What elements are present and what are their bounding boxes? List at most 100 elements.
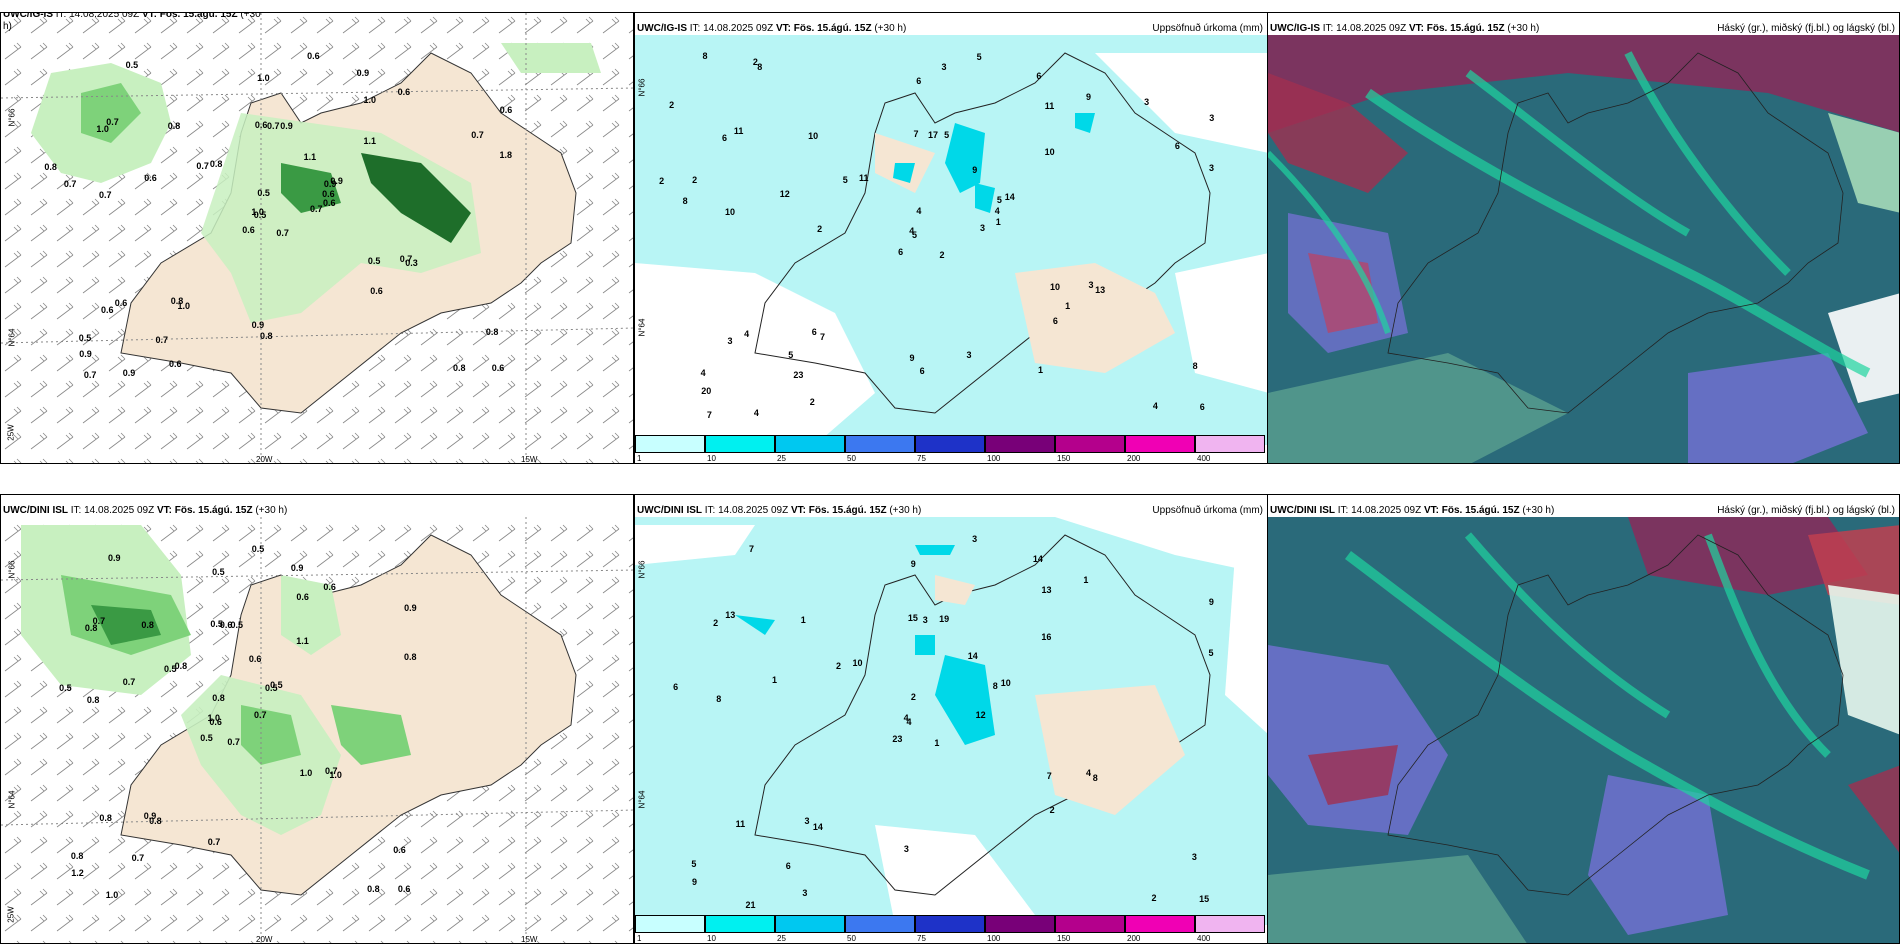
lat-label-64: N°64 [637,790,647,809]
map-value-label: 2 [669,100,675,111]
map-value-label: 0.6 [491,363,505,374]
legend-label: 75 [917,454,926,463]
map-value-label: 1 [1037,364,1043,375]
map-value-label: 11 [858,172,869,183]
map-value-label: 1.0 [329,770,342,781]
map-value-label: 0.7 [196,160,209,171]
legend-swatch [635,435,705,453]
map-value-label: 0.8 [485,326,499,337]
map-value-label: 0.6 [307,50,320,61]
panel-bottom-right: UWC/DINI ISL IT: 14.08.2025 09Z VT: Fös.… [1267,494,1900,944]
map-value-label: 13 [725,610,736,621]
legend-swatch [705,915,775,933]
map-value-label: 13 [1041,585,1052,596]
map-value-label: 9 [691,876,697,887]
map-value-label: 5 [996,195,1002,205]
map-value-label: 0.6 [323,582,336,593]
lon-label-20w: 20W [256,935,273,944]
map-value-label: 19 [939,614,950,625]
wind-precip-map [1,517,633,943]
map-value-label: 0.6 [248,653,262,664]
map-value-label: 14 [812,821,823,832]
legend-label: 10 [707,454,716,463]
map-value-label: 1 [1065,301,1071,312]
map-value-label: 6 [1036,71,1042,82]
map-value-label: 0.6 [209,717,222,728]
map-value-label: 3 [802,888,808,899]
legend-label: 50 [847,934,856,943]
map-value-label: 1 [995,216,1001,227]
map-value-label: 0.7 [266,120,280,131]
map-value-label: 0.7 [399,254,413,265]
map-value-label: 2 [1151,892,1157,903]
map-value-label: 1.1 [303,152,317,163]
map-value-label: 0.7 [83,369,97,380]
map-value-label: 0.7 [155,334,169,345]
map-value-label: 7 [819,332,825,343]
map-value-label: 0.6 [322,197,336,208]
map-value-label: 5 [842,175,848,186]
panel-bottom-left: UWC/DINI ISL IT: 14.08.2025 09Z VT: Fös.… [0,494,634,944]
map-value-label: 10 [725,207,736,218]
map-value-label: 0.7 [471,130,484,141]
panel-header: UWC/DINI ISL IT: 14.08.2025 09Z VT: Fös.… [637,505,921,516]
map-value-label: 6 [721,133,727,144]
map-value-label: 0.7 [98,189,112,200]
map-value-label: 1.0 [363,95,377,106]
panel-header: UWC/DINI ISL IT: 14.08.2025 09Z VT: Fös.… [3,505,287,516]
map-value-label: 0.6 [322,188,335,199]
map-value-label: 0.8 [174,661,188,672]
legend-label: 75 [917,934,926,943]
legend-swatch [1055,435,1125,453]
map-value-label: 4 [753,407,759,418]
map-value-label: 8 [1092,773,1098,784]
lon-label-15w: 15W [521,455,538,464]
map-value-label: 1.0 [299,767,313,778]
map-value-label: 0.8 [212,693,225,704]
valid-time: VT: Fös. 15.ágú. 15Z [790,505,887,516]
map-value-label: 0.6 [296,591,309,602]
lat-label-64: N°64 [7,790,17,809]
map-value-label: 1 [800,614,806,625]
map-value-label: 0.5 [367,256,381,267]
map-value-label: 0.9 [122,368,136,379]
map-value-label: 4 [1085,768,1091,779]
map-value-label: 0.6 [169,358,182,369]
map-value-label: 0.6 [370,286,383,297]
map-value-label: 0.7 [325,765,338,776]
panel-title: Háský (gr.), miðský (fj.bl.) og lágský (… [1717,23,1895,34]
map-value-label: 0.6 [144,172,157,183]
map-value-label: 2 [939,250,945,261]
map-value-label: 21 [745,899,756,910]
map-value-label: 0.8 [167,121,181,132]
map-value-label: 14 [1004,191,1015,202]
model-name: UWC/IG-IS [3,12,53,20]
map-value-label: 4 [1152,401,1158,412]
map-value-label: 2 [910,691,916,702]
map-value-label: 23 [892,734,903,745]
legend-label: 100 [987,934,1001,943]
legend-swatch [1195,915,1265,933]
map-value-label: 0.9 [323,178,337,189]
map-value-label: 1.8 [499,150,512,161]
valid-time: VT: Fös. 15.ágú. 15Z [1408,23,1505,34]
map-value-label: 0.5 [78,333,92,344]
map-value-label: 4 [906,717,912,728]
map-value-label: 1 [771,674,777,685]
map-value-label: 0.8 [170,295,184,306]
panel-header: UWC/IG-IS IT: 14.08.2025 09Z VT: Fös. 15… [1270,23,1539,34]
legend-swatch [845,915,915,933]
map-value-label: 0.6 [397,884,411,895]
map-value-label: 0.7 [63,179,77,190]
model-name: UWC/IG-IS [1270,23,1320,34]
map-value-label: 6 [1052,315,1058,326]
lat-label-64: N°64 [637,318,647,337]
lat-label-25w: 25W [6,906,16,923]
legend-swatch [845,435,915,453]
map-value-label: 11 [735,818,746,829]
map-value-label: 3 [903,843,909,854]
legend-swatch [985,435,1055,453]
map-value-label: 1 [1083,575,1089,586]
map-value-label: 10 [1044,146,1055,157]
panel-title: Háský (gr.), miðský (fj.bl.) og lágský (… [1717,505,1895,516]
